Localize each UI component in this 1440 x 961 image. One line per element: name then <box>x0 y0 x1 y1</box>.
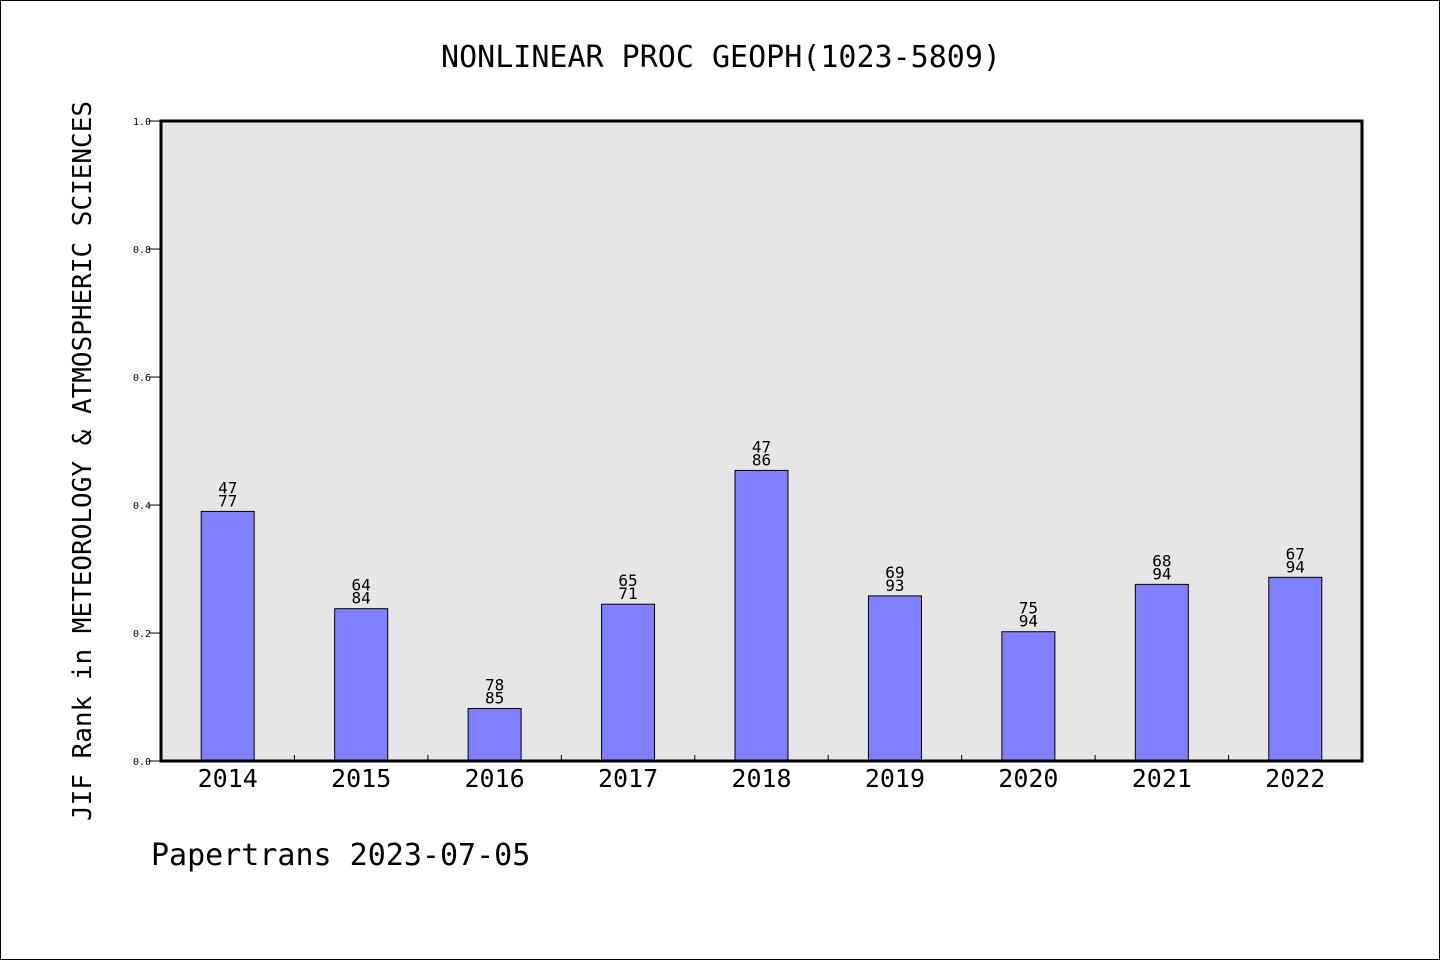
bar-total-label: 71 <box>618 584 637 603</box>
x-axis-ticks: 2014 2015 2016 2017 2018 2019 2020 2021 2022 <box>198 755 1325 793</box>
bars-group <box>200 469 1323 762</box>
bar-rank-label: 47 <box>218 478 237 497</box>
bar-rank-label: 78 <box>485 676 504 695</box>
x-tick-label: 2018 <box>731 764 791 793</box>
bar-2019 <box>867 595 922 762</box>
bar-rank-label: 65 <box>618 571 637 590</box>
x-tick-label: 2016 <box>465 764 525 793</box>
bar-2020 <box>1001 631 1056 762</box>
y-tick-label: 0.6 <box>133 373 151 384</box>
bar-rank-label: 75 <box>1019 599 1038 618</box>
x-tick-label: 2022 <box>1265 764 1325 793</box>
x-tick-label: 2017 <box>598 764 658 793</box>
bar-2015 <box>334 608 389 762</box>
bar-2017 <box>601 603 656 762</box>
x-tick-label: 2019 <box>865 764 925 793</box>
bar-rank-label: 47 <box>752 437 771 456</box>
bar-rank-label: 64 <box>352 576 371 595</box>
bar-total-label: 94 <box>1019 612 1038 631</box>
y-tick-label: 0.4 <box>133 501 151 512</box>
bar-2018 <box>734 469 789 762</box>
x-tick-label: 2015 <box>331 764 391 793</box>
chart-title: NONLINEAR PROC GEOPH(1023-5809) <box>441 40 1001 75</box>
y-tick-label: 0.8 <box>133 245 151 256</box>
bar-2016 <box>467 708 522 762</box>
x-tick-label: 2021 <box>1132 764 1192 793</box>
bar-rank-label: 68 <box>1152 551 1171 570</box>
y-axis-ticks: 0.0 0.2 0.4 0.6 0.8 1.0 <box>133 117 161 768</box>
bar-total-label: 86 <box>752 450 771 469</box>
y-tick-label: 1.0 <box>133 117 151 128</box>
bar-rank-label: 67 <box>1286 544 1305 563</box>
bar-total-label: 94 <box>1286 557 1305 576</box>
bar-total-label: 77 <box>218 491 237 510</box>
bar-total-label: 94 <box>1152 564 1171 583</box>
bar-total-label: 85 <box>485 689 504 708</box>
bar-2021 <box>1134 583 1189 762</box>
bar-total-label: 84 <box>352 589 371 608</box>
bar-total-label: 93 <box>885 576 904 595</box>
y-tick-label: 0.0 <box>133 757 151 768</box>
y-tick-label: 0.2 <box>133 629 151 640</box>
bar-2014 <box>200 510 255 762</box>
bar-2022 <box>1268 576 1323 762</box>
footer-credit: Papertrans 2023-07-05 <box>151 838 530 873</box>
bar-rank-label: 69 <box>885 563 904 582</box>
y-axis-label: JIF Rank in METEOROLOGY & ATMOSPHERIC SC… <box>68 101 98 821</box>
plot-border <box>159 119 1364 763</box>
x-tick-label: 2020 <box>998 764 1058 793</box>
x-tick-label: 2014 <box>198 764 258 793</box>
